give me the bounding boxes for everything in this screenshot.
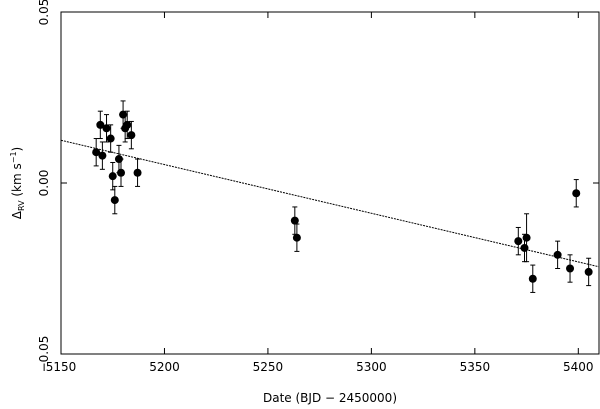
data-point (133, 168, 142, 177)
data-point (102, 124, 111, 133)
data-point (123, 120, 132, 129)
x-tick-label: 5200 (149, 360, 180, 374)
x-tick-label: 5400 (563, 360, 594, 374)
data-point (106, 134, 115, 143)
data-point (292, 233, 301, 242)
x-axis-ticks: 5150 5200 5250 5300 5350 5400 (46, 12, 594, 374)
data-point (553, 250, 562, 259)
x-axis-title: Date (BJD − 2450000) (263, 391, 397, 405)
x-tick-label: 5250 (253, 360, 284, 374)
data-point (290, 216, 299, 225)
y-axis-title: ΔRV (km s−1) (9, 147, 26, 220)
data-point (96, 120, 105, 129)
data-point (92, 148, 101, 157)
fit-line (60, 139, 600, 268)
data-point (584, 267, 593, 276)
y-axis-title-main: Δ (10, 210, 24, 219)
data-point (520, 243, 529, 252)
data-point (528, 274, 537, 283)
x-tick-label: 5150 (46, 360, 77, 374)
data-point (98, 151, 107, 160)
data-point (566, 264, 575, 273)
data-point (108, 172, 117, 181)
y-tick-label: 0.05 (37, 0, 51, 25)
plot-frame (60, 11, 600, 355)
y-tick-label: −0.05 (37, 336, 51, 373)
y-axis-ticks: −0.05 0.00 0.05 (37, 0, 599, 372)
y-tick-label: 0.00 (37, 170, 51, 197)
y-axis-title-close: ) (10, 147, 24, 152)
data-point (514, 237, 523, 246)
data-point (522, 233, 531, 242)
data-point (117, 168, 126, 177)
x-tick-label: 5300 (356, 360, 387, 374)
data-point (572, 189, 581, 198)
x-tick-label: 5350 (460, 360, 491, 374)
fit-layer (60, 139, 600, 268)
y-axis-title-unit: (km s (10, 163, 24, 200)
data-points (92, 100, 593, 293)
data-point (127, 131, 136, 140)
y-axis-title-exp: −1 (9, 151, 18, 163)
y-axis-title-sub: RV (17, 200, 26, 211)
data-point (110, 196, 119, 205)
